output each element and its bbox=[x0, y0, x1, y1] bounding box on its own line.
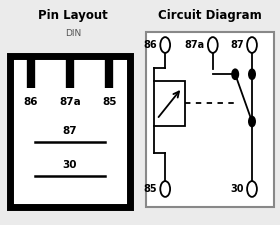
Circle shape bbox=[232, 69, 238, 79]
Text: 30: 30 bbox=[230, 184, 244, 194]
Text: 86: 86 bbox=[24, 97, 38, 107]
Text: 85: 85 bbox=[143, 184, 157, 194]
Text: 87a: 87a bbox=[59, 97, 81, 107]
Text: 86: 86 bbox=[143, 40, 157, 50]
Text: Pin Layout: Pin Layout bbox=[38, 9, 108, 22]
Bar bbox=[10, 56, 130, 207]
Circle shape bbox=[160, 37, 170, 53]
Circle shape bbox=[247, 37, 257, 53]
Bar bbox=[154, 81, 185, 126]
Text: 87: 87 bbox=[230, 40, 244, 50]
Text: 85: 85 bbox=[102, 97, 116, 107]
Bar bbox=[146, 32, 274, 207]
Circle shape bbox=[249, 117, 255, 126]
Text: 87: 87 bbox=[63, 126, 77, 136]
Text: Circuit Diagram: Circuit Diagram bbox=[158, 9, 262, 22]
Circle shape bbox=[249, 69, 255, 79]
Circle shape bbox=[247, 181, 257, 197]
Circle shape bbox=[208, 37, 218, 53]
Text: DIN: DIN bbox=[65, 29, 81, 38]
Text: 87a: 87a bbox=[184, 40, 204, 50]
Circle shape bbox=[160, 181, 170, 197]
Text: 30: 30 bbox=[63, 160, 77, 170]
